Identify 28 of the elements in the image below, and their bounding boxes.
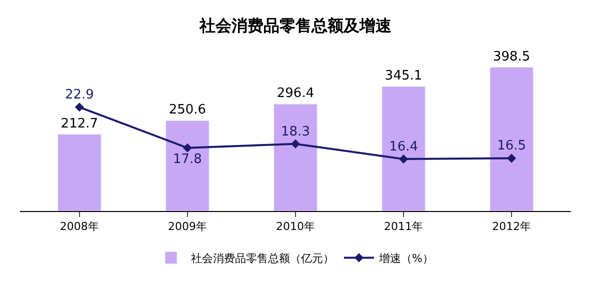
point [398,154,408,164]
point [507,154,516,163]
x-tick-label: 2012年 [492,220,532,234]
data-label: 212.7 [60,116,98,132]
data-label: 18.3 [281,124,310,140]
chart-title: 社会消费品零售总额及增速 [198,16,392,36]
x-tick-label: 2009年 [168,220,207,234]
x-tick-label: 2010年 [276,220,315,234]
bar [490,67,534,211]
bar [274,104,318,211]
bar [382,86,426,211]
data-label: 296.4 [276,86,314,102]
bar [58,134,102,211]
data-label: 16.4 [389,139,418,154]
data-label: 250.6 [168,102,206,118]
x-tick-label: 2011年 [384,220,424,234]
point [74,102,84,112]
legend-label: 增速（%） [378,252,434,265]
point [182,143,192,152]
data-label: 22.9 [64,88,94,103]
x-tick-label: 2008年 [60,220,99,234]
bar [166,120,210,211]
data-label: 398.5 [492,49,530,64]
data-label: 16.5 [497,138,526,154]
data-label: 17.8 [172,152,202,168]
data-label: 345.1 [384,68,422,84]
point [290,139,300,148]
legend-label: 社会消费品零售总额（亿元） [191,252,334,265]
